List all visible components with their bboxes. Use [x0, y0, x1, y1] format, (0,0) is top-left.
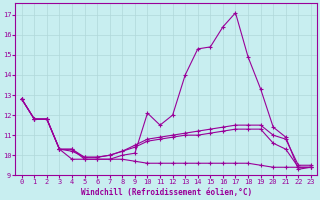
- X-axis label: Windchill (Refroidissement éolien,°C): Windchill (Refroidissement éolien,°C): [81, 188, 252, 197]
